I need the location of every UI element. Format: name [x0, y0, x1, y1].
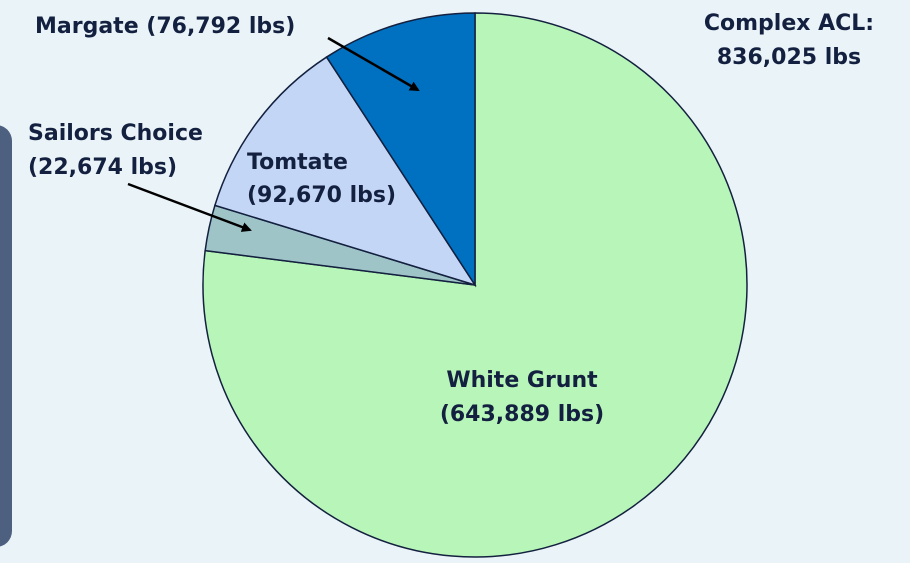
slice-label-margate: Margate (76,792 lbs)	[35, 14, 295, 39]
pie-slice-margate	[325, 12, 476, 288]
chart-total: 836,025 lbs	[717, 45, 861, 70]
side-panel	[0, 125, 12, 547]
pie-slices	[202, 12, 748, 558]
margate-arrow	[327, 36, 420, 92]
slice-value-sailors-choice: (22,674 lbs)	[28, 155, 177, 180]
slice-value-tomtate: (92,670 lbs)	[247, 183, 396, 208]
slice-label-white-grunt: White Grunt	[446, 368, 598, 393]
sailors-choice-arrow	[127, 182, 252, 232]
slice-label-sailors-choice: Sailors Choice	[28, 121, 203, 146]
chart-title: Complex ACL:	[704, 11, 874, 36]
pie-slice-tomtate	[213, 56, 477, 287]
slice-label-tomtate: Tomtate	[247, 150, 348, 175]
slice-value-white-grunt: (643,889 lbs)	[440, 402, 604, 427]
